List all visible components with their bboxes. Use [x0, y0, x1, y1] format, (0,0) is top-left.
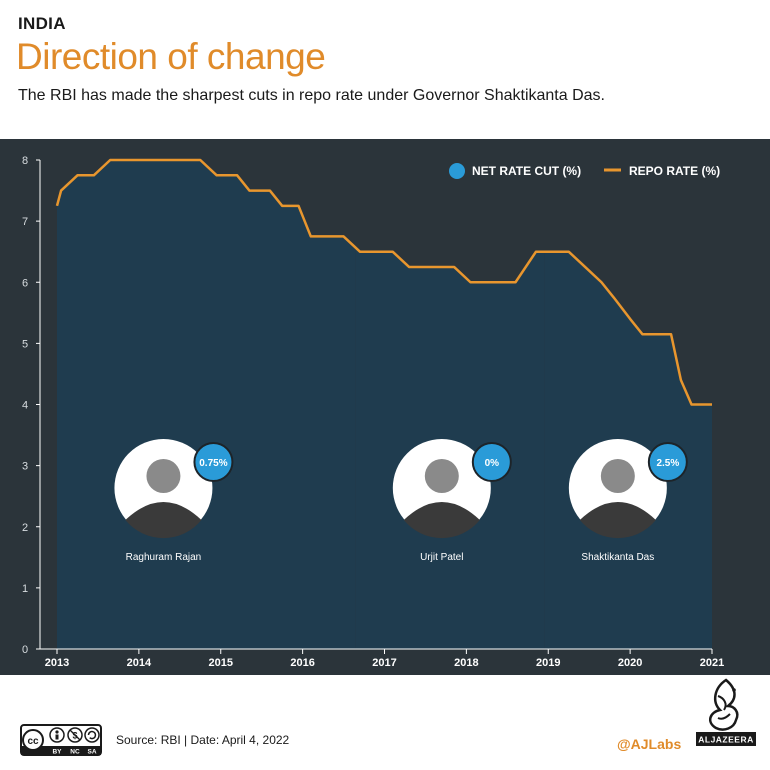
governor-name: Raghuram Rajan [126, 552, 202, 563]
governor-marker-0: Raghuram Rajan 0.75% [114, 439, 234, 563]
portrait-body [579, 502, 656, 539]
logo-wordmark: ALJAZEERA [698, 735, 754, 745]
net-cut-badge [647, 442, 688, 482]
net-cut-label: 2.5% [656, 458, 679, 469]
y-tick-label: 8 [22, 155, 28, 167]
net-cut-label: 0% [485, 458, 500, 469]
portrait-head [424, 459, 459, 493]
governor-marker-1: Urjit Patel 0% [392, 439, 512, 563]
y-tick-label: 4 [22, 400, 28, 412]
portrait-body [403, 502, 480, 539]
x-tick-label: 2021 [700, 657, 724, 669]
portrait-body [125, 502, 202, 539]
portrait-head [600, 459, 635, 493]
net-cut-badge [471, 442, 512, 482]
y-tick-label: 0 [22, 644, 28, 656]
y-tick-label: 3 [22, 461, 28, 473]
footer-left: cc $ BY NC SA Source: RBI | Date: April … [20, 724, 289, 756]
kicker: INDIA [18, 14, 66, 33]
cc-icon: cc [22, 729, 44, 751]
license-label-nc: NC [70, 749, 80, 756]
governor-name: Urjit Patel [420, 552, 463, 563]
x-tick-label: 2017 [372, 657, 396, 669]
governor-name: Shaktikanta Das [581, 552, 654, 563]
aljazeera-logo: ALJAZEERA [696, 678, 756, 746]
portrait-head [146, 459, 181, 493]
net-cut-label: 0.75% [199, 458, 227, 469]
by-icon [49, 727, 65, 743]
svg-text:cc: cc [27, 736, 39, 747]
sa-icon [84, 727, 100, 743]
repo-rate-chart: 0 1 2 3 4 5 6 7 8 2013 2014 2015 2016 2017 2018 2019 202… [22, 155, 724, 669]
nc-icon: $ [67, 727, 83, 743]
license-label-sa: SA [87, 749, 96, 756]
cc-license-badge: cc $ BY NC SA [20, 724, 102, 756]
y-tick-label: 7 [22, 216, 28, 228]
y-tick-label: 2 [22, 522, 28, 534]
chart-title: Direction of change [16, 36, 326, 77]
x-tick-label: 2015 [209, 657, 233, 669]
y-tick-label: 6 [22, 277, 28, 289]
governor-area-0 [57, 160, 356, 649]
ajlabs-handle: @AJLabs [617, 736, 682, 752]
x-tick-label: 2013 [45, 657, 69, 669]
x-tick-label: 2016 [290, 657, 314, 669]
repo-rate-line [55, 158, 712, 406]
governor-marker-2: Shaktikanta Das 2.5% [568, 439, 688, 563]
license-label-by: BY [52, 749, 62, 756]
chart-subtitle: The RBI has made the sharpest cuts in re… [18, 87, 605, 104]
x-tick-label: 2018 [454, 657, 478, 669]
legend-net-cut-label: NET RATE CUT (%) [472, 164, 581, 178]
x-tick-label: 2020 [618, 657, 642, 669]
legend: NET RATE CUT (%) REPO RATE (%) [449, 163, 720, 179]
legend-net-cut-marker [449, 163, 465, 179]
source-note: Source: RBI | Date: April 4, 2022 [116, 733, 290, 747]
y-tick-label: 1 [22, 583, 28, 595]
net-cut-badge [193, 442, 234, 482]
x-tick-label: 2014 [127, 657, 152, 669]
x-tick-label: 2019 [536, 657, 560, 669]
y-tick-label: 5 [22, 338, 28, 350]
legend-repo-label: REPO RATE (%) [629, 164, 720, 178]
